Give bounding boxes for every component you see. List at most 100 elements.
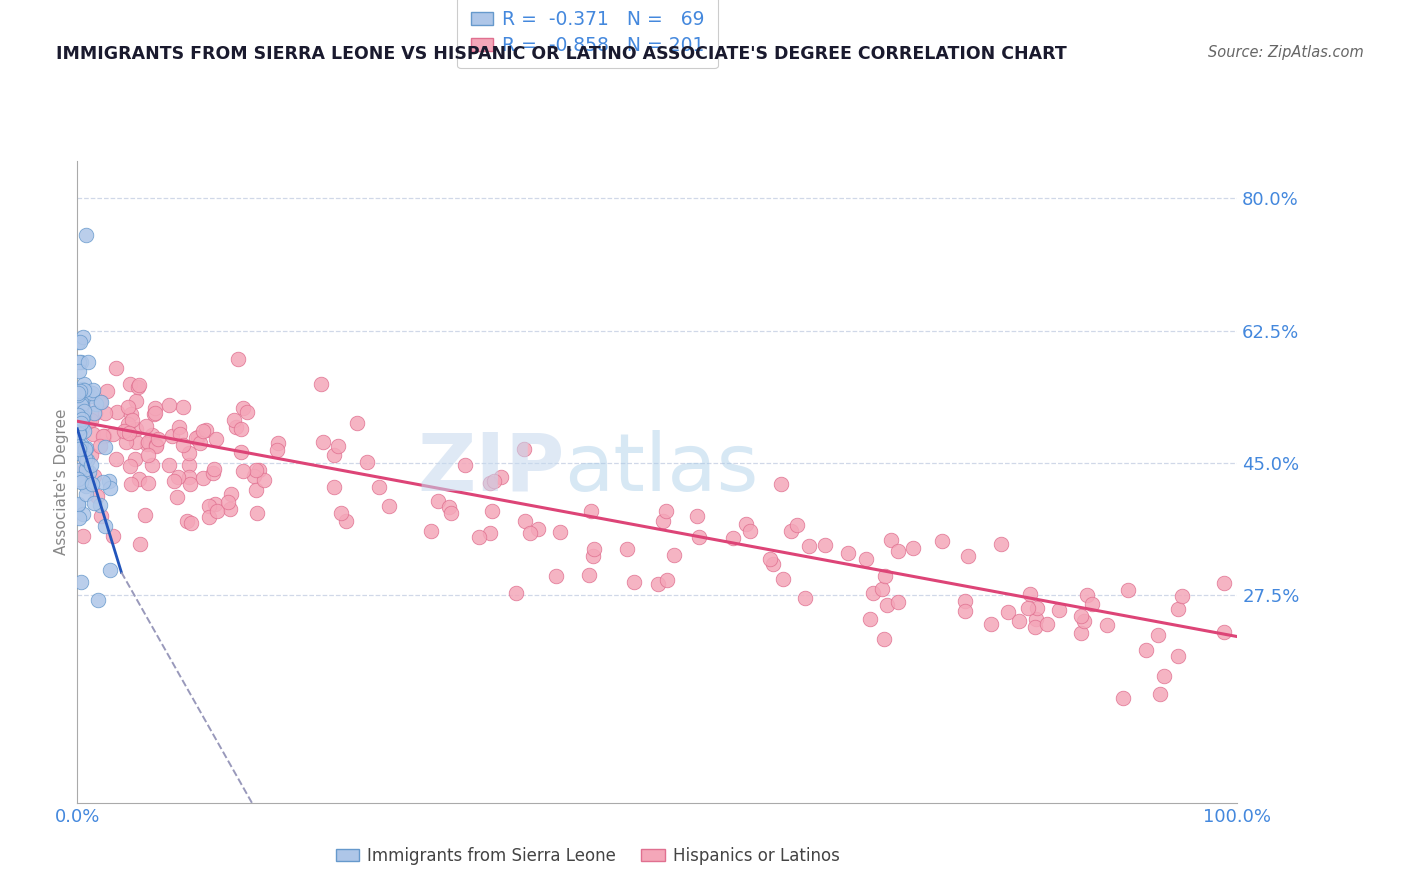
Point [69,334,91,349]
Point [956,549,979,564]
Point [328,439,350,453]
Point [205,432,228,446]
Point [1049,603,1071,617]
Point [814,538,837,552]
Point [651,514,673,528]
Point [1167,602,1189,616]
Point [179,458,201,472]
Point [780,524,803,539]
Point [221,486,243,500]
Point [253,473,276,487]
Point [887,595,910,609]
Point [489,470,512,484]
Point [484,474,506,488]
Point [128,537,150,551]
Point [1095,617,1118,632]
Point [73,404,96,418]
Point [98,481,121,495]
Point [859,612,882,626]
Point [75,462,97,476]
Point [323,448,346,462]
Point [1073,614,1095,628]
Point [142,407,165,421]
Point [67,420,90,434]
Point [69,439,91,453]
Point [582,549,605,564]
Point [75,479,97,493]
Point [548,525,571,540]
Point [67,498,90,512]
Point [89,394,111,409]
Text: IMMIGRANTS FROM SIERRA LEONE VS HISPANIC OR LATINO ASSOCIATE'S DEGREE CORRELATIO: IMMIGRANTS FROM SIERRA LEONE VS HISPANIC… [56,45,1067,62]
Point [117,400,139,414]
Point [1171,589,1194,603]
Point [67,510,90,524]
Point [367,479,389,493]
Point [1008,615,1031,629]
Point [232,464,254,478]
Point [72,529,94,543]
Point [721,531,744,545]
Point [1035,616,1057,631]
Point [1118,583,1140,598]
Point [1081,597,1104,611]
Point [107,405,129,419]
Point [231,422,253,436]
Point [120,458,142,473]
Point [67,426,90,441]
Point [582,541,605,556]
Point [180,516,202,530]
Point [420,524,443,538]
Point [145,439,167,453]
Point [70,420,93,434]
Point [89,498,111,512]
Point [135,419,157,434]
Point [90,395,112,409]
Point [67,463,90,477]
Point [437,500,460,514]
Point [169,427,191,442]
Point [69,392,91,407]
Point [309,376,332,391]
Point [127,380,149,394]
Point [481,504,503,518]
Point [207,504,229,518]
Point [72,507,94,521]
Point [105,452,128,467]
Point [1135,643,1157,657]
Point [93,429,115,443]
Point [104,360,127,375]
Point [76,453,98,467]
Point [581,504,603,518]
Point [1026,601,1049,615]
Point [67,414,90,428]
Point [72,395,94,409]
Point [1025,612,1047,626]
Point [179,470,201,484]
Point [80,386,103,401]
Legend: Immigrants from Sierra Leone, Hispanics or Latinos: Immigrants from Sierra Leone, Hispanics … [329,840,846,871]
Point [772,572,794,586]
Point [75,442,97,456]
Point [194,423,217,437]
Point [120,376,142,391]
Point [69,437,91,451]
Point [172,438,194,452]
Point [786,517,808,532]
Point [117,417,139,431]
Point [657,573,679,587]
Point [217,495,239,509]
Point [135,437,157,451]
Point [837,546,859,560]
Point [70,411,93,425]
Point [101,529,124,543]
Point [202,462,225,476]
Point [125,393,148,408]
Point [83,406,105,420]
Point [191,424,214,438]
Point [146,432,169,446]
Point [118,425,141,440]
Point [197,499,219,513]
Point [953,604,976,618]
Point [177,446,200,460]
